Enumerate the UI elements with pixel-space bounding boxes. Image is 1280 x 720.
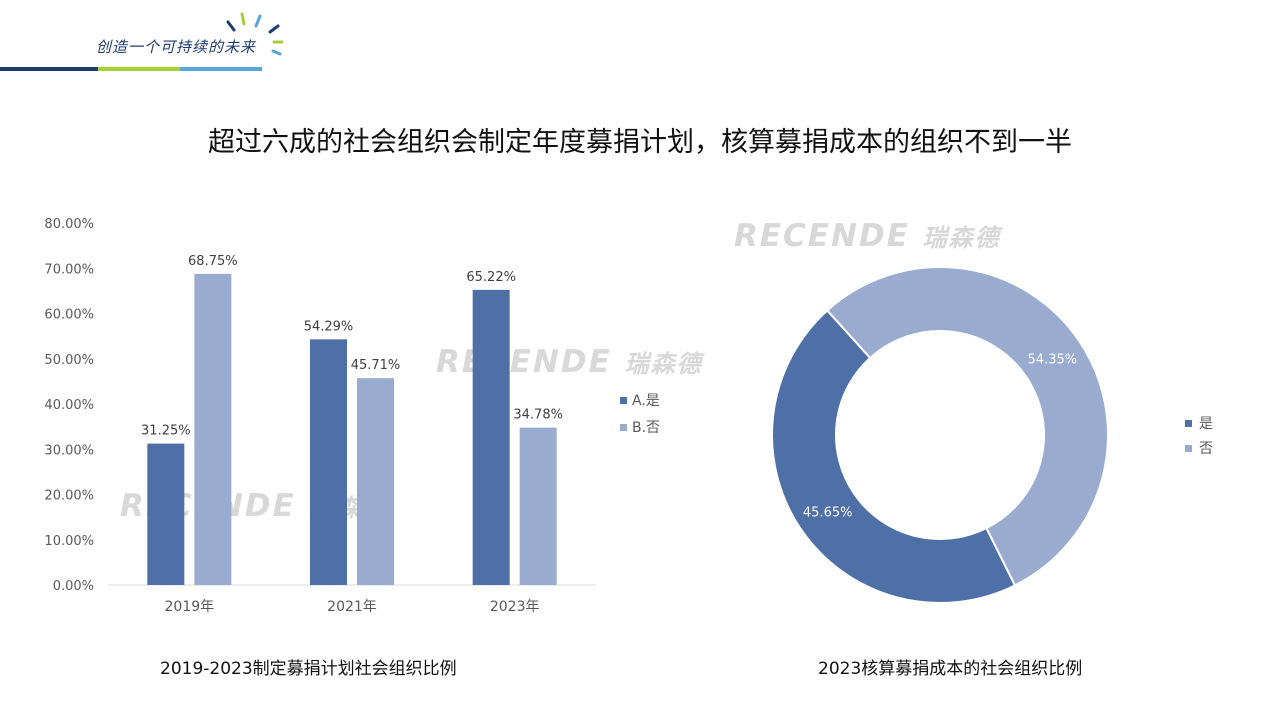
watermark: RECENDE 瑞森德 <box>436 344 703 380</box>
bar-chart-caption: 2019-2023制定募捐计划社会组织比例 <box>160 659 457 679</box>
donut-slice <box>825 266 1109 587</box>
bar-chart: 0.00% 10.00% 20.00% 30.00% 40.00% 50.00% 60.00… <box>44 217 660 615</box>
y-tick-label: 0.00% <box>53 579 94 594</box>
header-line-navy <box>0 67 98 71</box>
slice-label: 45.65% <box>803 506 853 521</box>
header-line-green <box>98 67 180 71</box>
bar <box>472 289 510 585</box>
y-tick-label: 40.00% <box>44 398 94 413</box>
legend-label: 否 <box>1199 441 1213 457</box>
slogan-logo: 创造一个可持续的未来 <box>96 38 257 56</box>
bar <box>194 273 232 585</box>
donut-chart-caption: 2023核算募捐成本的社会组织比例 <box>818 659 1083 679</box>
legend-swatch <box>620 397 627 404</box>
data-label: 31.25% <box>141 424 191 439</box>
y-tick-label: 80.00% <box>44 217 94 232</box>
y-tick-label: 10.00% <box>44 534 94 549</box>
slice-label: 54.35% <box>1028 352 1078 367</box>
y-tick-label: 20.00% <box>44 489 94 504</box>
bar <box>519 427 557 585</box>
y-tick-label: 70.00% <box>44 262 94 277</box>
bar <box>310 339 347 585</box>
y-tick-label: 30.00% <box>44 443 94 458</box>
page-title: 超过六成的社会组织会制定年度募捐计划，核算募捐成本的组织不到一半 <box>208 127 1072 158</box>
bar <box>357 378 394 585</box>
data-label: 54.29% <box>304 319 354 334</box>
y-tick-label: 60.00% <box>44 308 94 323</box>
logo-rays-icon <box>226 12 284 56</box>
legend-swatch <box>620 424 627 431</box>
legend-label: B.否 <box>632 420 660 436</box>
legend-swatch <box>1185 445 1192 452</box>
header-line-blue <box>180 67 262 71</box>
legend-label: 是 <box>1199 416 1213 432</box>
x-tick-label: 2019年 <box>165 599 215 615</box>
x-tick-label: 2021年 <box>327 599 377 615</box>
data-label: 34.78% <box>513 408 563 423</box>
donut-slice <box>771 309 1017 604</box>
watermark: RECENDE 瑞森德 <box>734 218 1001 254</box>
donut-chart: 45.65% 54.35% 是否 <box>771 266 1213 604</box>
data-label: 45.71% <box>351 358 401 373</box>
data-label: 65.22% <box>466 270 516 285</box>
bar <box>147 443 185 585</box>
legend-label: A.是 <box>632 393 660 409</box>
data-label: 68.75% <box>188 254 238 269</box>
x-tick-label: 2023年 <box>490 599 540 615</box>
legend-swatch <box>1185 420 1192 427</box>
y-tick-label: 50.00% <box>44 353 94 368</box>
